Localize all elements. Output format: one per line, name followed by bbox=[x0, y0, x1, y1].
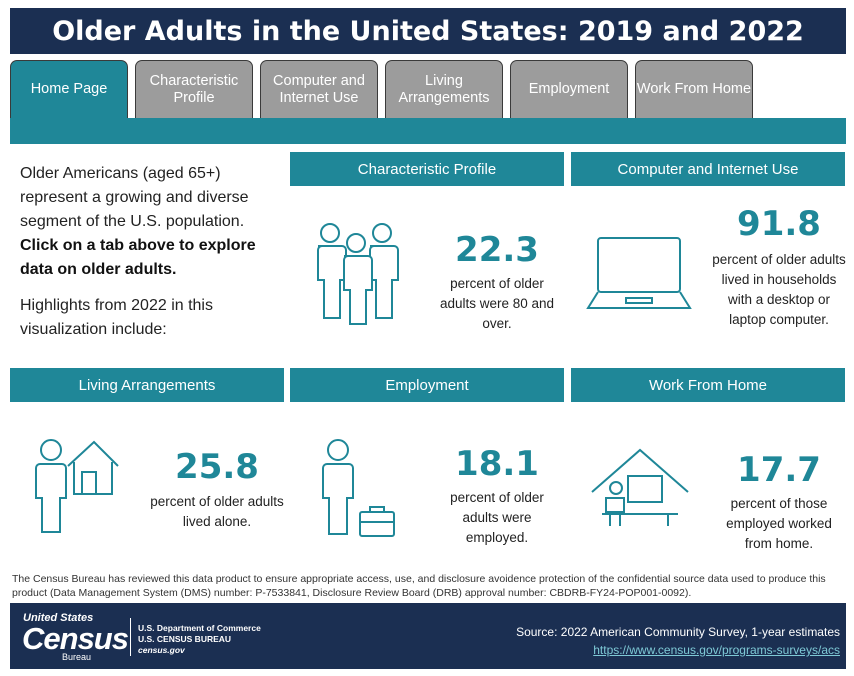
home-office-icon bbox=[591, 448, 689, 526]
computer-internet-heading: Computer and Internet Use bbox=[571, 152, 845, 186]
living-arrangements-heading: Living Arrangements bbox=[10, 368, 284, 402]
work-from-home-heading: Work From Home bbox=[571, 368, 845, 402]
source-note: Source: 2022 American Community Survey, … bbox=[516, 625, 840, 639]
page-title: Older Adults in the United States: 2019 … bbox=[10, 8, 846, 54]
computer-desc: percent of older adults lived in househo… bbox=[712, 252, 846, 327]
employment-heading: Employment bbox=[290, 368, 564, 402]
tab-home-page[interactable]: Home Page bbox=[10, 60, 128, 118]
wfh-desc: percent of those employed worked from ho… bbox=[726, 496, 832, 551]
dept-census-bureau: U.S. CENSUS BUREAU bbox=[138, 634, 232, 644]
wfh-value: 17.7 bbox=[737, 450, 821, 490]
intro-text: Older Americans (aged 65+) represent a g… bbox=[20, 162, 282, 354]
characteristic-desc: percent of older adults were 80 and over… bbox=[439, 276, 555, 331]
living-value: 25.8 bbox=[175, 447, 259, 487]
tab-living-arrangements[interactable]: Living Arrangements bbox=[385, 60, 503, 118]
logo-divider bbox=[130, 618, 131, 656]
acs-link[interactable]: https://www.census.gov/programs-surveys/… bbox=[593, 643, 840, 657]
computer-value: 91.8 bbox=[737, 204, 821, 244]
tab-bar: Home Page Characteristic Profile Compute… bbox=[10, 60, 846, 118]
tab-work-from-home[interactable]: Work From Home bbox=[635, 60, 753, 118]
living-desc: percent of older adults lived alone. bbox=[150, 494, 284, 529]
intro-highlights: Highlights from 2022 in this visualizati… bbox=[20, 297, 213, 338]
person-briefcase-icon bbox=[322, 439, 395, 537]
characteristic-value: 22.3 bbox=[455, 230, 539, 270]
person-house-icon bbox=[35, 439, 119, 533]
logo-bureau: Bureau bbox=[62, 652, 92, 662]
logo-united-states: United States bbox=[23, 612, 94, 624]
characteristic-profile-heading: Characteristic Profile bbox=[290, 152, 564, 186]
dept-commerce: U.S. Department of Commerce bbox=[138, 623, 261, 633]
disclaimer: The Census Bureau has reviewed this data… bbox=[12, 573, 826, 599]
footer: United States Census Bureau U.S. Departm… bbox=[10, 603, 846, 669]
census-gov-link[interactable]: census.gov bbox=[138, 645, 185, 655]
tab-employment[interactable]: Employment bbox=[510, 60, 628, 118]
people-group-icon bbox=[317, 223, 399, 325]
tab-computer-internet-use[interactable]: Computer and Internet Use bbox=[260, 60, 378, 118]
intro-instruction: Click on a tab above to explore data on … bbox=[20, 237, 256, 278]
department-block: U.S. Department of Commerce U.S. CENSUS … bbox=[138, 623, 261, 656]
tab-strip bbox=[10, 118, 846, 144]
employment-desc: percent of older adults were employed. bbox=[450, 490, 544, 545]
tab-characteristic-profile[interactable]: Characteristic Profile bbox=[135, 60, 253, 118]
intro-paragraph: Older Americans (aged 65+) represent a g… bbox=[20, 165, 249, 230]
laptop-icon bbox=[586, 237, 692, 309]
employment-value: 18.1 bbox=[455, 444, 539, 484]
census-logo[interactable]: Census bbox=[22, 621, 129, 656]
